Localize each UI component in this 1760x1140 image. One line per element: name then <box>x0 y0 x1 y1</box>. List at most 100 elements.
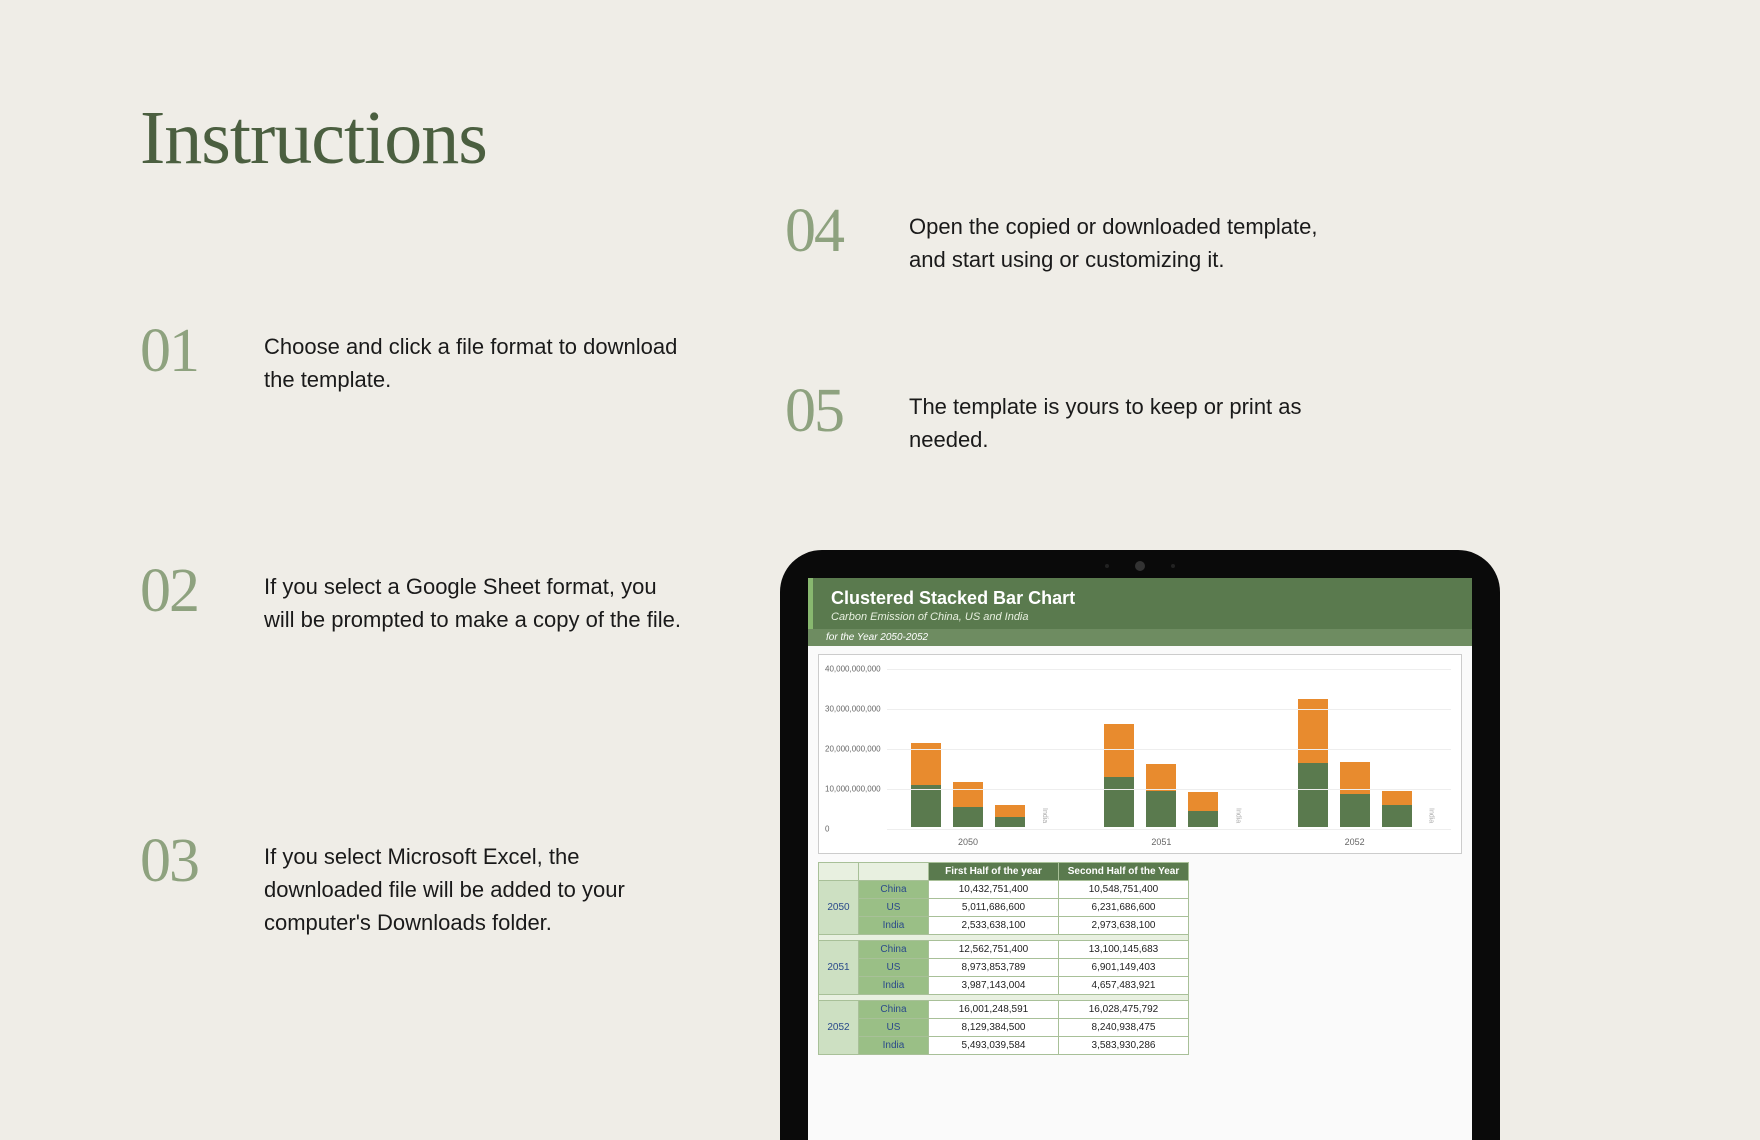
value-cell: 3,987,143,004 <box>929 977 1059 995</box>
step-number: 02 <box>140 560 240 622</box>
value-cell: 10,548,751,400 <box>1059 881 1189 899</box>
bar <box>995 805 1025 827</box>
bar-segment-bottom <box>953 807 983 827</box>
bar-segment-top <box>1188 792 1218 811</box>
bar-side-label: India <box>1041 808 1048 823</box>
bar-segment-bottom <box>1188 811 1218 827</box>
value-cell: 2,533,638,100 <box>929 917 1059 935</box>
step-number: 01 <box>140 320 240 382</box>
step-number: 05 <box>785 380 885 442</box>
gridline <box>887 829 1451 830</box>
value-cell: 16,028,475,792 <box>1059 1001 1189 1019</box>
bar-segment-bottom <box>1104 777 1134 827</box>
bar <box>1104 724 1134 827</box>
country-cell: India <box>859 917 929 935</box>
bar-segment-bottom <box>1340 794 1370 827</box>
value-cell: 12,562,751,400 <box>929 941 1059 959</box>
value-cell: 6,231,686,600 <box>1059 899 1189 917</box>
page-title: Instructions <box>140 95 487 182</box>
step-text: Open the copied or downloaded template, … <box>909 200 1329 276</box>
y-axis-label: 10,000,000,000 <box>825 785 881 794</box>
table-row: India2,533,638,1002,973,638,100 <box>819 917 1189 935</box>
bar-segment-top <box>1104 724 1134 776</box>
gridline <box>887 669 1451 670</box>
x-axis-label: 2052 <box>1345 837 1365 847</box>
value-cell: 3,583,930,286 <box>1059 1037 1189 1055</box>
country-cell: India <box>859 1037 929 1055</box>
table-row: 2052China16,001,248,59116,028,475,792 <box>819 1001 1189 1019</box>
bar-segment-top <box>1382 791 1412 805</box>
bar-segment-bottom <box>911 785 941 827</box>
country-cell: India <box>859 977 929 995</box>
value-cell: 13,100,145,683 <box>1059 941 1189 959</box>
step-1: 01 Choose and click a file format to dow… <box>140 320 684 396</box>
chart-header: Clustered Stacked Bar Chart Carbon Emiss… <box>808 578 1472 629</box>
value-cell: 6,901,149,403 <box>1059 959 1189 977</box>
bar <box>1146 764 1176 828</box>
y-axis-label: 0 <box>825 825 829 834</box>
year-cell: 2052 <box>819 1001 859 1055</box>
tablet-mockup: Clustered Stacked Bar Chart Carbon Emiss… <box>780 550 1500 1140</box>
value-cell: 10,432,751,400 <box>929 881 1059 899</box>
bar <box>1382 791 1412 827</box>
value-cell: 2,973,638,100 <box>1059 917 1189 935</box>
bar <box>1340 762 1370 827</box>
table-row: US8,973,853,7896,901,149,403 <box>819 959 1189 977</box>
gridline <box>887 709 1451 710</box>
country-cell: US <box>859 1019 929 1037</box>
table-row: India5,493,039,5843,583,930,286 <box>819 1037 1189 1055</box>
bar <box>1298 699 1328 827</box>
camera-icon <box>1135 561 1145 571</box>
bar-segment-bottom <box>995 817 1025 827</box>
chart-plot <box>891 669 1449 827</box>
step-4: 04 Open the copied or downloaded templat… <box>785 200 1329 276</box>
value-cell: 8,240,938,475 <box>1059 1019 1189 1037</box>
bar <box>1188 792 1218 827</box>
y-axis-label: 20,000,000,000 <box>825 745 881 754</box>
bar-segment-bottom <box>1146 791 1176 827</box>
chart-area: 0 10,000,000,000 20,000,000,000 30,000,000,… <box>818 654 1462 854</box>
y-axis-label: 40,000,000,000 <box>825 665 881 674</box>
x-axis-label: 2051 <box>1151 837 1171 847</box>
year-cell: 2051 <box>819 941 859 995</box>
value-cell: 5,011,686,600 <box>929 899 1059 917</box>
bar <box>911 743 941 827</box>
step-text: If you select a Google Sheet format, you… <box>264 560 684 636</box>
chart-subtitle-2: for the Year 2050-2052 <box>808 629 1472 646</box>
value-cell: 8,973,853,789 <box>929 959 1059 977</box>
value-cell: 8,129,384,500 <box>929 1019 1059 1037</box>
step-number: 04 <box>785 200 885 262</box>
value-cell: 16,001,248,591 <box>929 1001 1059 1019</box>
table-row: US8,129,384,5008,240,938,475 <box>819 1019 1189 1037</box>
table-row: India3,987,143,0044,657,483,921 <box>819 977 1189 995</box>
y-axis-label: 30,000,000,000 <box>825 705 881 714</box>
bar-segment-top <box>953 782 983 807</box>
x-axis-label: 2050 <box>958 837 978 847</box>
table-row: 2050China10,432,751,40010,548,751,400 <box>819 881 1189 899</box>
step-text: The template is yours to keep or print a… <box>909 380 1329 456</box>
chart-subtitle: Carbon Emission of China, US and India <box>831 611 1454 623</box>
chart-title: Clustered Stacked Bar Chart <box>831 588 1454 609</box>
step-2: 02 If you select a Google Sheet format, … <box>140 560 684 636</box>
country-cell: China <box>859 1001 929 1019</box>
table-row: US5,011,686,6006,231,686,600 <box>819 899 1189 917</box>
col-header: First Half of the year <box>929 863 1059 881</box>
table-header-row: First Half of the yearSecond Half of the… <box>819 863 1189 881</box>
gridline <box>887 789 1451 790</box>
gridline <box>887 749 1451 750</box>
year-cell: 2050 <box>819 881 859 935</box>
bar-side-label: India <box>1234 808 1241 823</box>
country-cell: US <box>859 959 929 977</box>
step-text: Choose and click a file format to downlo… <box>264 320 684 396</box>
bar-segment-top <box>995 805 1025 817</box>
value-cell: 5,493,039,584 <box>929 1037 1059 1055</box>
country-cell: US <box>859 899 929 917</box>
country-cell: China <box>859 941 929 959</box>
col-header: Second Half of the Year <box>1059 863 1189 881</box>
step-5: 05 The template is yours to keep or prin… <box>785 380 1329 456</box>
tablet-screen: Clustered Stacked Bar Chart Carbon Emiss… <box>808 578 1472 1140</box>
country-cell: China <box>859 881 929 899</box>
table-row: 2051China12,562,751,40013,100,145,683 <box>819 941 1189 959</box>
step-number: 03 <box>140 830 240 892</box>
bar-segment-bottom <box>1298 763 1328 827</box>
